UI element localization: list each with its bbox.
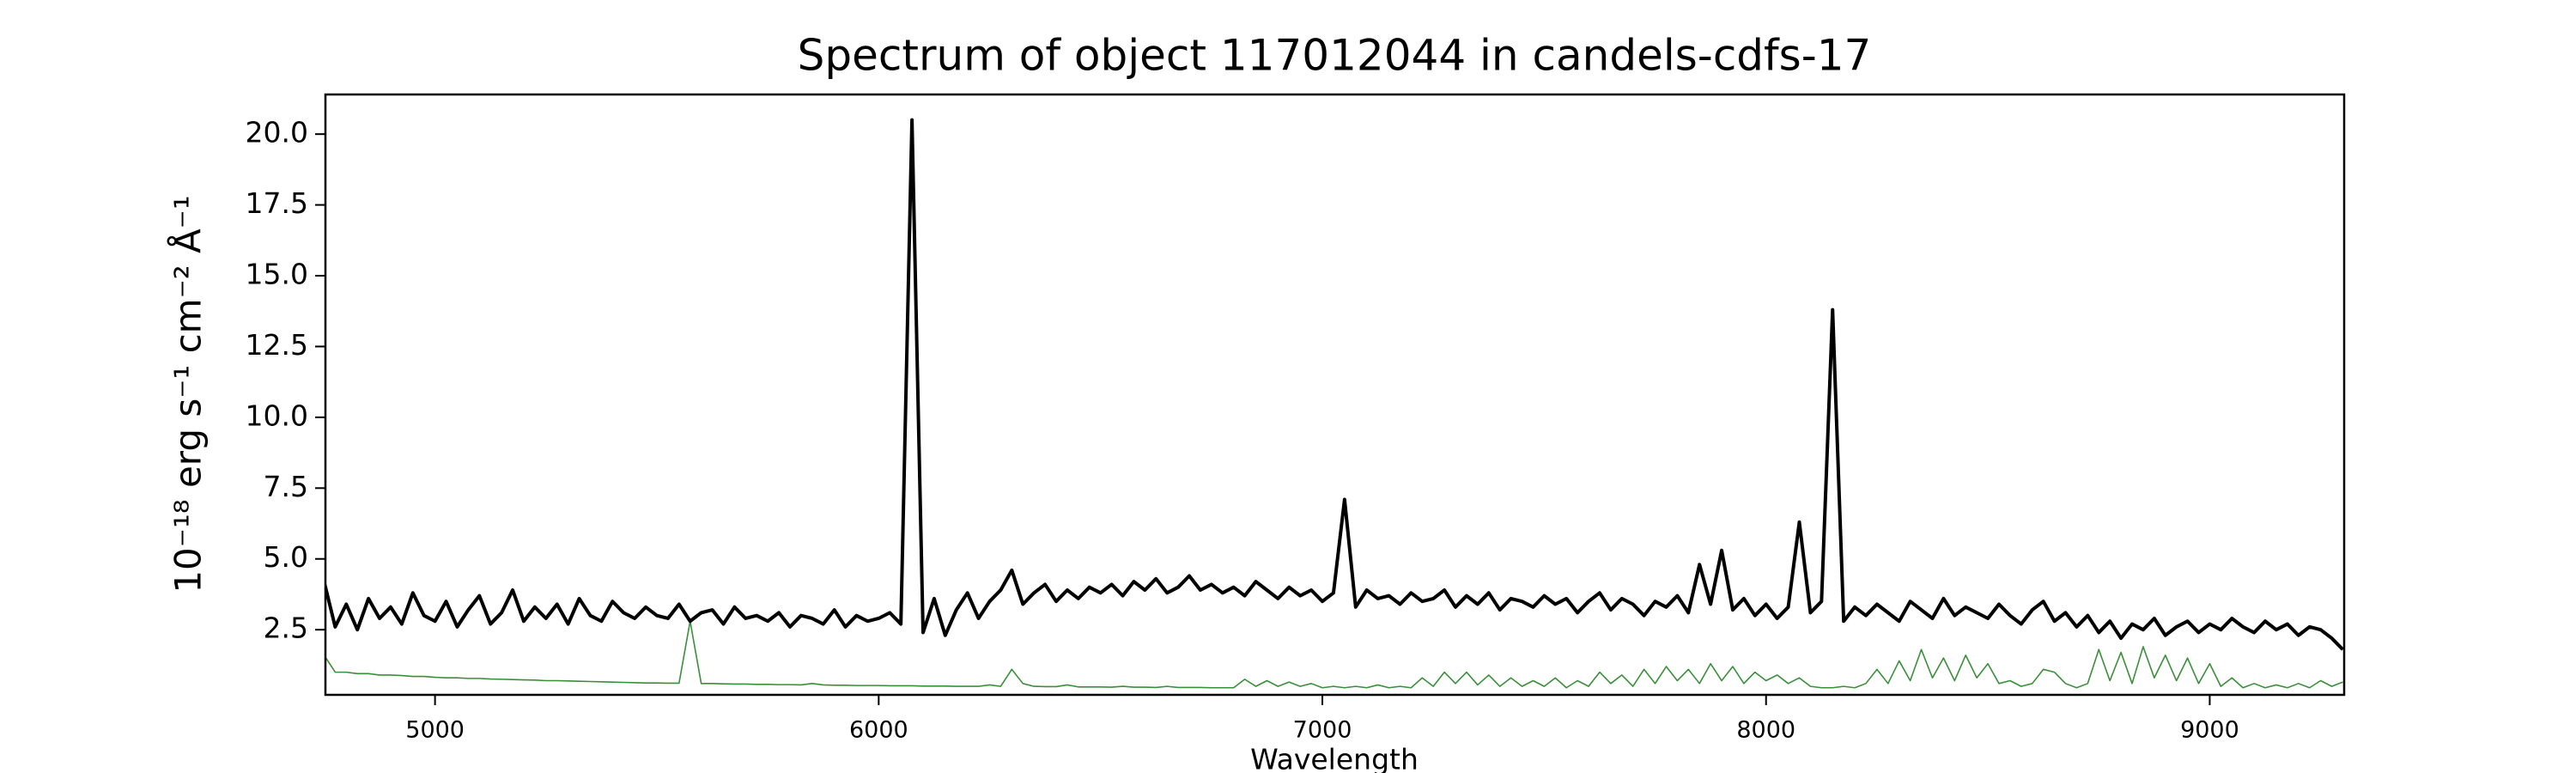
x-tick-label: 9000 xyxy=(2180,717,2239,744)
y-tick-label: 17.5 xyxy=(246,186,308,220)
x-tick-label: 6000 xyxy=(849,717,908,744)
y-tick-label: 12.5 xyxy=(246,328,308,362)
y-tick-label: 15.0 xyxy=(246,258,308,291)
spectrum-line xyxy=(325,620,2343,689)
y-tick-label: 10.0 xyxy=(246,399,308,432)
x-tick-label: 5000 xyxy=(405,717,465,744)
chart-title: Spectrum of object 117012044 in candels-… xyxy=(798,31,1872,81)
y-tick-label: 7.5 xyxy=(264,470,308,503)
y-tick-label: 5.0 xyxy=(264,540,308,574)
x-tick-label: 8000 xyxy=(1736,717,1795,744)
spectrum-line xyxy=(325,118,2344,651)
y-tick-label: 2.5 xyxy=(264,612,308,645)
y-tick-label: 20.0 xyxy=(246,116,308,149)
plot-frame xyxy=(324,93,2346,697)
x-axis-label: Wavelength xyxy=(1250,743,1419,773)
plot-lines xyxy=(325,118,2344,689)
x-tick-label: 7000 xyxy=(1293,717,1352,744)
y-axis-label: 10⁻¹⁸ erg s⁻¹ cm⁻² Å⁻¹ xyxy=(167,195,210,593)
